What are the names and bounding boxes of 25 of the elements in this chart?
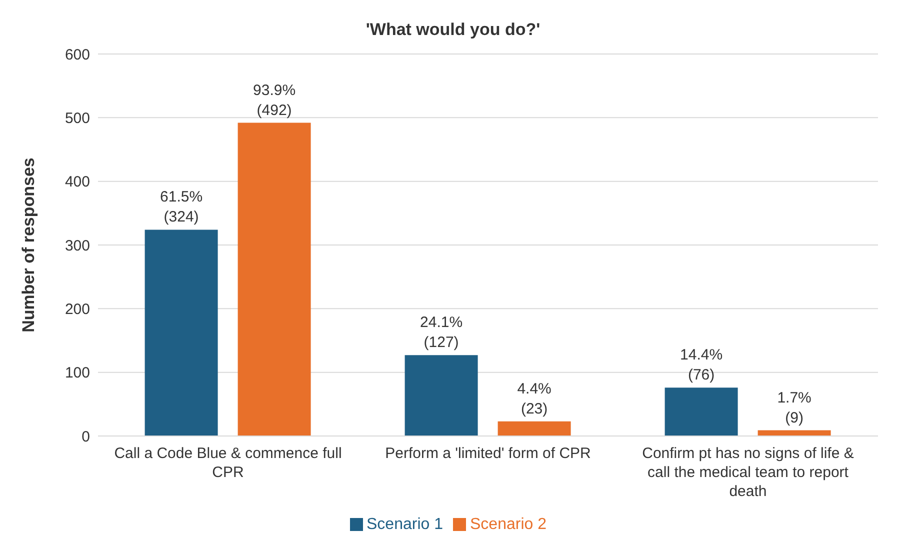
y-tick-label: 100 — [64, 364, 90, 382]
data-label: 4.4% (23) — [517, 380, 552, 418]
y-tick-label: 600 — [64, 46, 90, 64]
chart-title: 'What would you do?' — [364, 19, 542, 41]
bar — [664, 388, 738, 436]
data-label: 14.4% (76) — [680, 346, 723, 384]
data-label: 61.5% (324) — [160, 188, 203, 226]
y-tick-label: 400 — [64, 174, 90, 191]
x-tick-label: Call a Code Blue & commence full CPR — [114, 445, 342, 481]
bar — [404, 355, 478, 436]
y-tick-label: 0 — [82, 428, 90, 446]
y-tick-label: 200 — [64, 300, 90, 318]
bar — [144, 230, 218, 436]
y-axis-title: Number of responses — [19, 158, 38, 332]
x-tick-label: Perform a 'limited' form of CPR — [385, 445, 592, 462]
legend-label: Scenario 1 — [366, 516, 443, 533]
data-label: 24.1% (127) — [420, 314, 463, 352]
bar — [238, 122, 311, 436]
bar — [498, 421, 571, 436]
legend-label: Scenario 2 — [470, 516, 546, 533]
data-label: 1.7% (9) — [777, 389, 812, 426]
y-tick-label: 500 — [64, 110, 90, 127]
x-tick-label: Confirm pt has no signs of life & call the medical team to report death — [642, 445, 854, 500]
data-label: 93.9% (492) — [253, 82, 296, 119]
y-tick-label: 300 — [64, 237, 90, 254]
